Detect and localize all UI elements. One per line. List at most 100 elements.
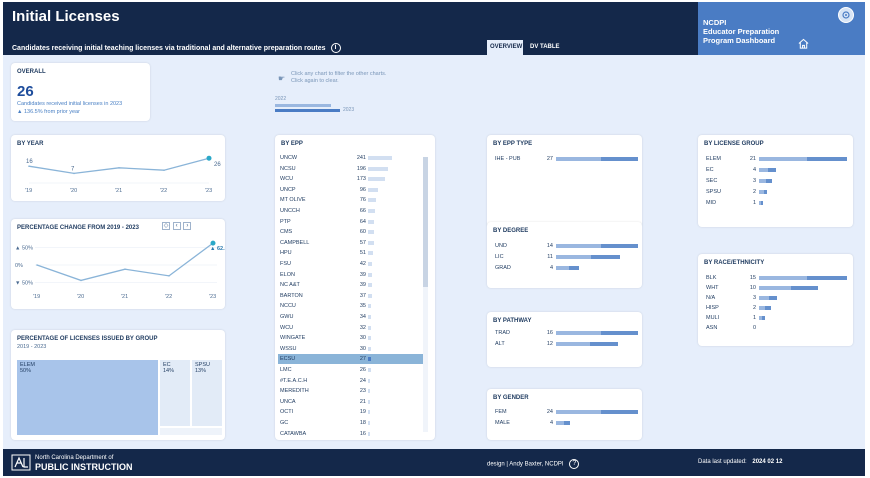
prev-icon[interactable]: ‹ — [172, 222, 181, 230]
overall-card[interactable]: OVERALL 26 Candidates received initial l… — [11, 63, 150, 121]
bar-row[interactable]: EC 4 — [706, 165, 846, 175]
bar-row[interactable]: MID 1 — [706, 198, 846, 208]
by-year-tick-label: '23 — [205, 188, 212, 194]
bar-row[interactable]: IHE - PUB 27 — [495, 154, 638, 164]
epp-row[interactable]: CMS 60 — [278, 227, 426, 237]
bar-row[interactable]: SEC 3 — [706, 176, 846, 186]
pct-change-point[interactable] — [80, 279, 82, 282]
pct-change-point[interactable] — [124, 268, 126, 270]
tab-overview[interactable]: OVERVIEW — [487, 40, 523, 55]
epp-row[interactable]: PTP 64 — [278, 217, 426, 227]
bar-row-value: 10 — [749, 285, 756, 291]
epp-row[interactable]: WCU 32 — [278, 323, 426, 333]
epp-row[interactable]: LMC 26 — [278, 365, 426, 375]
pct-change-point[interactable] — [168, 275, 170, 277]
epp-row-bar — [368, 283, 372, 288]
treemap-cell-spsu[interactable]: SPSU 13% — [192, 360, 222, 426]
epp-row[interactable]: FSU 42 — [278, 259, 426, 269]
epp-row[interactable]: CAMPBELL 57 — [278, 238, 426, 248]
epp-row[interactable]: BARTON 37 — [278, 291, 426, 301]
by-license-group-card[interactable]: BY LICENSE GROUP ELEM 21 EC 4 SEC 3 SPSU 2 MID 1 — [698, 135, 853, 227]
by-year-line[interactable] — [28, 157, 210, 175]
pct-change-controls: ◇ ‹ › — [161, 222, 192, 230]
by-year-point[interactable] — [206, 155, 212, 161]
treemap-cell-ec[interactable]: EC 14% — [160, 360, 190, 426]
by-epp-card[interactable]: BY EPP UNCW 241 NCSU 196 WCU 173 UNCP 96 MT OLIV… — [275, 135, 435, 440]
epp-row[interactable]: HPU 51 — [278, 248, 426, 258]
by-year-point[interactable] — [73, 172, 75, 175]
home-icon[interactable] — [798, 38, 809, 49]
bar-row[interactable]: FEM 24 — [495, 407, 638, 417]
by-race-card[interactable]: BY RACE/ETHNICITY BLK 15 WHT 10 N/A 3 HISP 2 MUL… — [698, 254, 853, 346]
bar-row[interactable]: ASN 0 — [706, 323, 846, 333]
epp-row[interactable]: MEREDITH 23 — [278, 386, 426, 396]
epp-row[interactable]: WSSU 30 — [278, 344, 426, 354]
bar-row[interactable]: HISP 2 — [706, 303, 846, 313]
bar-row[interactable]: ELEM 21 — [706, 154, 847, 164]
pct-group-treemap[interactable]: ELEM 50% EC 14% SPSU 13% — [17, 360, 222, 435]
by-pathway-card[interactable]: BY PATHWAY TRAD 16 ALT 12 — [487, 312, 642, 367]
epp-scroll-thumb[interactable] — [423, 157, 428, 287]
by-year-data-label: 26 — [214, 162, 221, 168]
bar-row[interactable]: LIC 11 — [495, 252, 635, 262]
treemap-cell-elem[interactable]: ELEM 50% — [17, 360, 158, 435]
by-epp-type-card[interactable]: BY EPP TYPE IHE - PUB 27 — [487, 135, 642, 227]
bar-row[interactable]: BLK 15 — [706, 273, 847, 283]
epp-row[interactable]: NCCU 35 — [278, 301, 426, 311]
reset-icon[interactable]: ◇ — [162, 222, 170, 230]
legend-current-label: 2023 — [343, 107, 355, 113]
bar-row[interactable]: SPSU 2 — [706, 187, 846, 197]
epp-row[interactable]: MT OLIVE 76 — [278, 195, 426, 205]
epp-row[interactable]: CATAWBA 16 — [278, 429, 426, 439]
epp-row[interactable]: NCSU 196 — [278, 164, 426, 174]
pct-group-card[interactable]: PERCENTAGE OF LICENSES ISSUED BY GROUP 2… — [11, 330, 225, 440]
by-gender-card[interactable]: BY GENDER FEM 24 MALE 4 — [487, 389, 642, 440]
pct-change-line[interactable] — [36, 242, 214, 282]
epp-row[interactable]: ECSU 27 — [278, 354, 426, 365]
pct-change-point[interactable] — [210, 240, 216, 246]
by-year-point[interactable] — [28, 165, 30, 167]
bar-row[interactable]: WHT 10 — [706, 283, 846, 293]
by-year-chart[interactable]: 16 '19 7 '20 '21 '22 26 '23 — [11, 135, 225, 201]
epp-scrollbar[interactable] — [423, 157, 428, 432]
bar-row-prior-bar — [759, 190, 764, 194]
bar-row[interactable]: MALE 4 — [495, 418, 635, 428]
bar-row[interactable]: GRAD 4 — [495, 263, 635, 273]
pct-change-chart[interactable]: ▲ 50% 0% ▼ 50% '19 '20 '21 '22 '23 ▲ 62.5% — [11, 219, 225, 309]
help-icon[interactable]: ? — [569, 459, 580, 469]
epp-row[interactable]: UNCP 96 — [278, 185, 426, 195]
bar-row[interactable]: TRAD 16 — [495, 328, 638, 338]
pct-change-card[interactable]: PERCENTAGE CHANGE FROM 2019 - 2023 ◇ ‹ ›… — [11, 219, 225, 309]
tab-dv-table[interactable]: DV TABLE — [530, 44, 560, 50]
bar-row-prior-bar — [556, 157, 602, 161]
updated-value: 2024 02 12 — [752, 459, 783, 465]
settings-icon[interactable] — [838, 7, 854, 23]
by-year-tick-label: '20 — [70, 188, 77, 194]
pct-change-point[interactable] — [36, 264, 38, 266]
epp-row[interactable]: OCTI 19 — [278, 407, 426, 417]
epp-row[interactable]: NC A&T 39 — [278, 280, 426, 290]
bar-row[interactable]: MULI 1 — [706, 313, 846, 323]
info-icon[interactable]: i — [330, 43, 341, 53]
by-year-card[interactable]: BY YEAR 16 '19 7 '20 '21 '22 26 '23 — [11, 135, 225, 201]
by-year-point[interactable] — [118, 167, 120, 169]
epp-row[interactable]: WINGATE 30 — [278, 333, 426, 343]
next-icon[interactable]: › — [183, 222, 192, 230]
epp-row[interactable]: WCU 173 — [278, 174, 426, 184]
epp-row[interactable]: UNCW 241 — [278, 153, 426, 163]
bar-row-prior-bar — [759, 296, 769, 300]
treemap-cell-other[interactable] — [160, 428, 222, 435]
by-pathway-title: BY PATHWAY — [493, 318, 532, 324]
by-degree-card[interactable]: BY DEGREE UND 14 LIC 11 GRAD 4 — [487, 222, 642, 288]
bar-row[interactable]: N/A 3 — [706, 293, 846, 303]
bar-row[interactable]: UND 14 — [495, 241, 638, 251]
bar-row[interactable]: ALT 12 — [495, 339, 635, 349]
treemap-label-spsu: SPSU — [195, 362, 210, 368]
epp-row[interactable]: #T.E.A.C.H 24 — [278, 376, 426, 386]
by-year-point[interactable] — [163, 169, 165, 171]
epp-row[interactable]: UNCCH 66 — [278, 206, 426, 216]
epp-row[interactable]: GC 18 — [278, 418, 426, 428]
epp-row[interactable]: ELON 39 — [278, 270, 426, 280]
epp-row[interactable]: UNCA 21 — [278, 397, 426, 407]
epp-row[interactable]: GWU 34 — [278, 312, 426, 322]
